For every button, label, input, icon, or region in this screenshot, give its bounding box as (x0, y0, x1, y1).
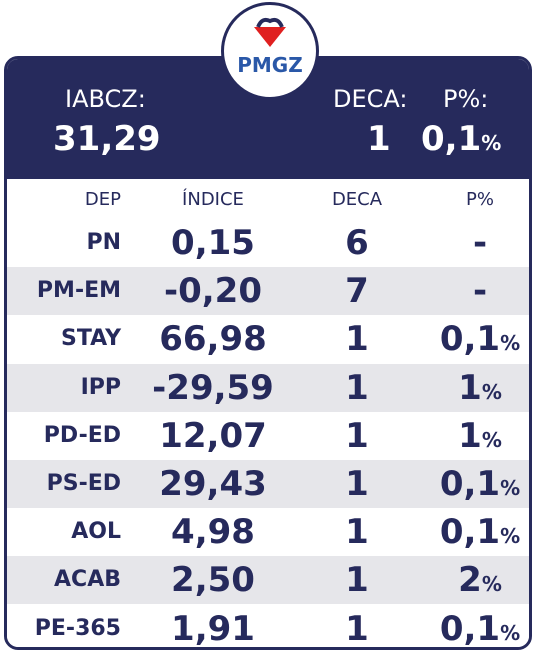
table-row: ACAB 2,50 1 2% (7, 556, 529, 605)
unit: % (500, 524, 521, 549)
unit: % (500, 620, 521, 645)
number: 0,1 (439, 512, 501, 553)
deca: 1 (345, 319, 369, 360)
indice: 1,91 (171, 608, 255, 649)
indice: 2,50 (171, 560, 255, 601)
unit: % (481, 131, 502, 155)
dep: PN (86, 230, 121, 255)
table-row: PN 0,15 6 - (7, 219, 529, 267)
unit: % (500, 476, 521, 500)
deca: 1 (345, 560, 369, 601)
number: 0,1 (439, 608, 501, 649)
dep: PE-365 (34, 615, 121, 641)
logo-icon (254, 17, 286, 47)
indice: 12,07 (159, 415, 267, 456)
column-label: P% (466, 189, 494, 210)
dep: STAY (61, 326, 121, 352)
number: - (472, 271, 488, 312)
dep: AOL (71, 519, 121, 545)
dep: PS-ED (46, 471, 121, 496)
unit: % (481, 379, 502, 404)
indice: -0,20 (164, 271, 262, 312)
unit: % (500, 331, 521, 356)
card: IABCZ: 31,29 DECA: 1 P%: 0,1% DEP ÍNDICE D… (4, 56, 532, 650)
number: 1 (458, 415, 482, 456)
p-value: - (410, 219, 529, 267)
table-row: PM-EM -0,20 7 - (7, 267, 529, 316)
deca: 1 (345, 464, 369, 504)
table-row: STAY 66,98 1 0,1% (7, 315, 529, 364)
logo: PMGZ (221, 2, 319, 100)
dep: IPP (80, 374, 121, 400)
p-value: 0,1% (410, 315, 529, 363)
deca: 7 (345, 271, 369, 312)
number: - (472, 223, 488, 263)
number: 2 (458, 560, 482, 601)
table-row: PS-ED 29,43 1 0,1% (7, 460, 529, 508)
p-value: - (410, 267, 529, 315)
deca: 1 (345, 415, 369, 456)
table-row: AOL 4,98 1 0,1% (7, 508, 529, 557)
deca: 1 (345, 367, 369, 408)
column-label: ÍNDICE (182, 189, 244, 210)
header-value: 0,1% (421, 119, 501, 159)
indice: 4,98 (171, 512, 255, 553)
unit: % (481, 572, 502, 597)
table-row: PE-365 1,91 1 0,1% (7, 604, 529, 649)
p-value: 2% (410, 556, 529, 604)
p-value: 1% (410, 364, 529, 412)
deca: 1 (345, 608, 369, 649)
dep: PD-ED (43, 422, 121, 448)
number: 0,1 (421, 119, 482, 159)
table-row: PD-ED 12,07 1 1% (7, 411, 529, 460)
header-label: DECA: (333, 85, 408, 113)
indice: -29,59 (152, 367, 274, 408)
number: 1 (458, 367, 482, 408)
header-label: P%: (443, 85, 489, 113)
indice: 66,98 (159, 319, 267, 360)
dep: ACAB (54, 567, 121, 593)
number: 0,1 (439, 464, 501, 504)
table-row: IPP -29,59 1 1% (7, 363, 529, 412)
p-value: 1% (410, 412, 529, 460)
unit: % (481, 427, 502, 452)
column-label: DECA (331, 189, 383, 210)
p-value: 0,1% (410, 605, 529, 649)
dep: PM-EM (36, 278, 121, 304)
number: 0,1 (439, 319, 501, 360)
column-label: DEP (84, 189, 121, 210)
deca: 1 (345, 512, 369, 553)
p-value: 0,1% (410, 460, 529, 508)
header-label: IABCZ: (65, 85, 146, 113)
indice: 29,43 (159, 464, 267, 504)
logo-text: PMGZ (237, 53, 303, 77)
column-header: DEP ÍNDICE DECA P% (7, 179, 529, 219)
p-value: 0,1% (410, 508, 529, 556)
deca: 6 (345, 223, 369, 263)
indice: 0,15 (171, 223, 255, 263)
header-value: 31,29 (53, 119, 161, 159)
header-value: 1 (367, 119, 391, 159)
